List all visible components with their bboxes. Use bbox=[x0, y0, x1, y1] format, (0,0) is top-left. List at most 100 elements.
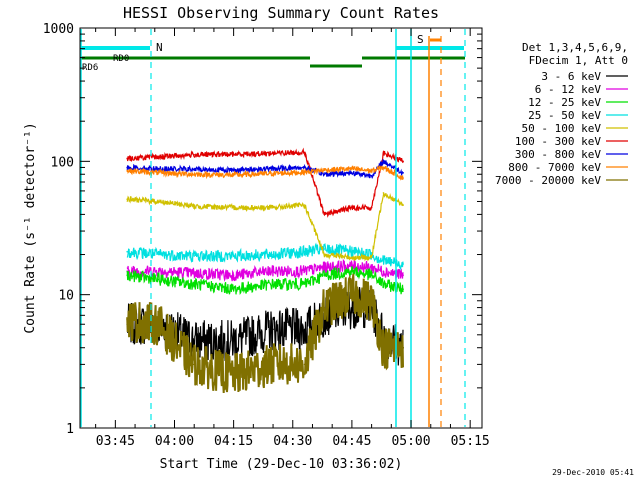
data-point bbox=[323, 213, 326, 216]
series-line bbox=[126, 273, 404, 393]
data-point bbox=[370, 299, 373, 302]
series-7000-20000-kev bbox=[126, 273, 404, 393]
series-50-100-kev bbox=[126, 192, 404, 262]
legend-label: 3 - 6 keV bbox=[541, 70, 601, 83]
series-12-25-kev bbox=[126, 265, 404, 295]
data-point bbox=[157, 270, 160, 272]
legend-header: FDecim 1, Att 0 bbox=[529, 54, 628, 67]
data-point bbox=[232, 288, 235, 290]
y-tick-label: 100 bbox=[51, 155, 74, 170]
data-point bbox=[157, 156, 160, 158]
data-point bbox=[323, 248, 326, 250]
data-point bbox=[232, 340, 235, 342]
data-point bbox=[157, 278, 160, 281]
data-point bbox=[402, 204, 404, 206]
data-point bbox=[157, 253, 160, 256]
data-point bbox=[193, 363, 196, 366]
data-point bbox=[402, 177, 404, 179]
data-point bbox=[351, 264, 353, 267]
data-point bbox=[272, 283, 274, 285]
data-point bbox=[303, 171, 306, 173]
data-point bbox=[370, 206, 373, 209]
data-point bbox=[382, 192, 385, 194]
data-point bbox=[402, 346, 404, 349]
data-point bbox=[370, 274, 373, 276]
data-point bbox=[126, 198, 128, 200]
legend-header: Det 1,3,4,5,6,9, bbox=[522, 41, 628, 54]
data-point bbox=[351, 256, 353, 259]
data-point bbox=[126, 250, 128, 253]
legend-label: 6 - 12 keV bbox=[535, 83, 602, 96]
data-point bbox=[193, 283, 196, 285]
data-point bbox=[303, 363, 306, 366]
data-point bbox=[232, 206, 235, 209]
data-point bbox=[382, 346, 385, 349]
data-point bbox=[232, 374, 235, 376]
legend-label: 7000 - 20000 keV bbox=[495, 174, 601, 187]
data-point bbox=[303, 283, 306, 285]
data-point bbox=[272, 172, 274, 175]
data-point bbox=[382, 283, 385, 285]
legend-label: 50 - 100 keV bbox=[522, 122, 602, 135]
timestamp: 29-Dec-2010 05:41 bbox=[552, 468, 634, 477]
data-point bbox=[323, 306, 326, 309]
x-tick-label: 03:45 bbox=[96, 434, 135, 449]
legend-label: 12 - 25 keV bbox=[528, 96, 601, 109]
data-point bbox=[232, 174, 235, 176]
data-point bbox=[303, 250, 306, 253]
data-point bbox=[232, 274, 235, 276]
data-point bbox=[402, 274, 404, 276]
data-point bbox=[370, 256, 373, 259]
data-point bbox=[193, 168, 196, 171]
data-point bbox=[272, 253, 274, 256]
chart-title: HESSI Observing Summary Count Rates bbox=[123, 4, 439, 22]
data-point bbox=[402, 288, 404, 290]
data-point bbox=[126, 166, 128, 169]
data-point bbox=[323, 266, 326, 269]
data-point bbox=[323, 274, 326, 276]
series-800-7000-kev bbox=[126, 165, 404, 181]
legend-label: 300 - 800 keV bbox=[515, 148, 601, 161]
series-line bbox=[126, 242, 404, 271]
data-point bbox=[232, 169, 235, 171]
series-line bbox=[126, 165, 404, 181]
data-point bbox=[402, 172, 404, 174]
flag-label-rd6: RD6 bbox=[82, 63, 98, 73]
data-point bbox=[303, 166, 306, 169]
data-point bbox=[272, 363, 274, 366]
flag-label-n: N bbox=[156, 41, 163, 54]
data-point bbox=[370, 266, 373, 269]
data-point bbox=[382, 259, 385, 262]
data-point bbox=[272, 206, 274, 209]
data-point bbox=[323, 173, 326, 176]
data-point bbox=[157, 323, 160, 326]
x-axis-label: Start Time (29-Dec-10 03:36:02) bbox=[160, 457, 403, 472]
data-point bbox=[193, 255, 196, 257]
legend: Det 1,3,4,5,6,9,FDecim 1, Att 0 3 - 6 keV… bbox=[495, 41, 628, 187]
data-point bbox=[351, 172, 353, 174]
legend-label: 800 - 7000 keV bbox=[508, 161, 601, 174]
data-point bbox=[232, 255, 235, 257]
data-point bbox=[382, 270, 385, 272]
x-tick-label: 04:45 bbox=[332, 434, 371, 449]
data-point bbox=[303, 151, 306, 154]
x-tick-label: 05:00 bbox=[391, 434, 430, 449]
plot-frame bbox=[79, 27, 483, 429]
data-point bbox=[402, 263, 404, 265]
y-tick-label: 10 bbox=[58, 289, 74, 304]
data-point bbox=[323, 253, 326, 256]
data-point bbox=[126, 169, 128, 172]
data-point bbox=[323, 169, 326, 171]
x-tick-label: 05:15 bbox=[451, 434, 490, 449]
x-tick-label: 04:30 bbox=[273, 434, 312, 449]
data-point bbox=[351, 306, 353, 309]
data-point bbox=[272, 270, 274, 272]
data-point bbox=[303, 328, 306, 331]
data-point bbox=[232, 153, 235, 156]
series-line bbox=[126, 147, 404, 218]
data-point bbox=[303, 204, 306, 206]
series-line bbox=[126, 265, 404, 295]
series-line bbox=[126, 158, 404, 179]
data-point bbox=[351, 270, 353, 272]
data-point bbox=[370, 169, 373, 172]
